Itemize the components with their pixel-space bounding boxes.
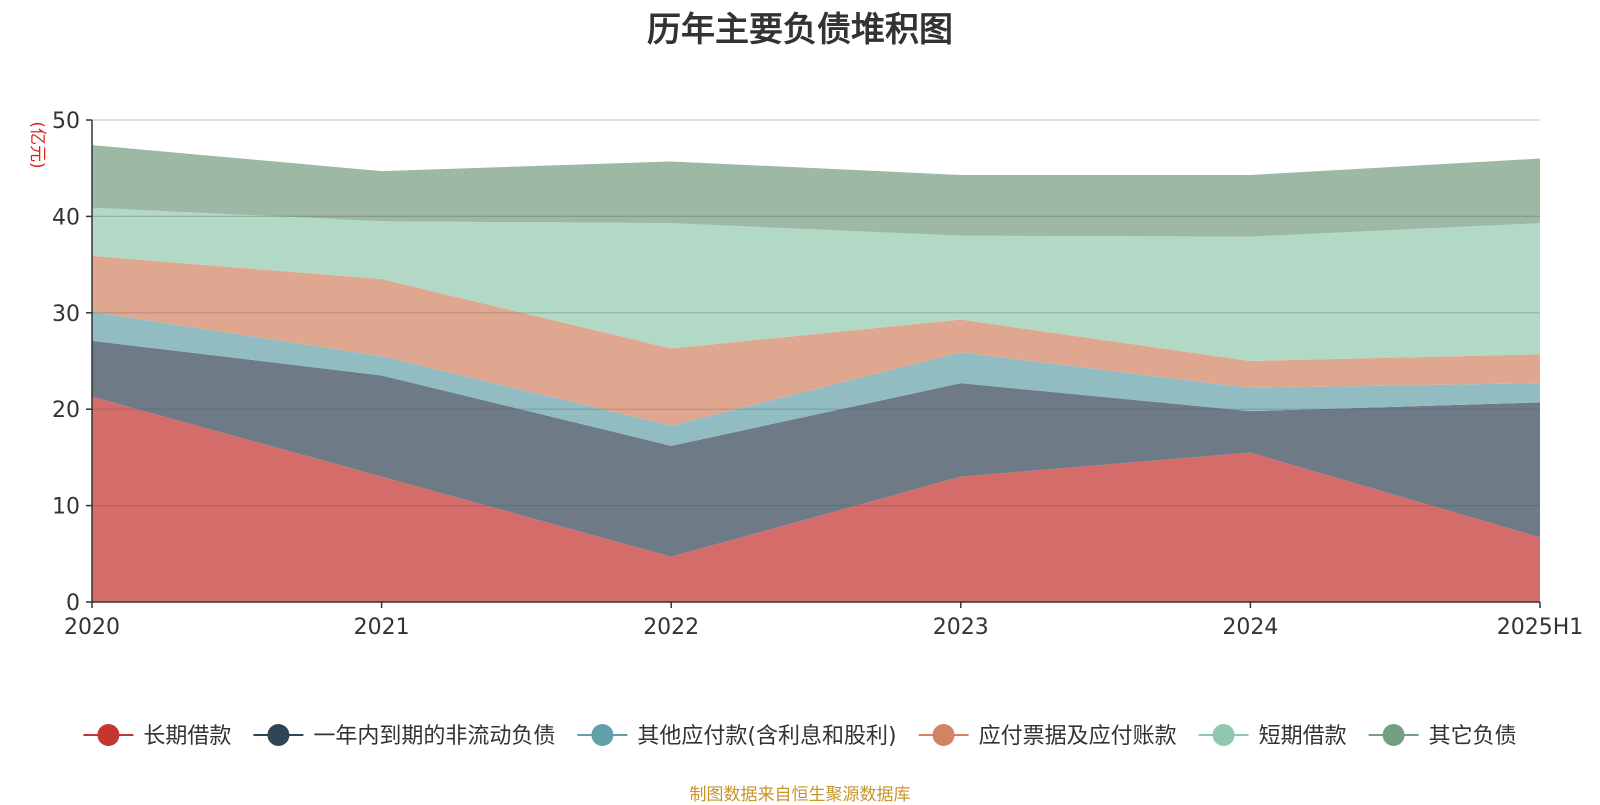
legend-item-0[interactable]: 长期借款 — [83, 724, 231, 749]
legend-marker — [591, 724, 614, 746]
x-tick-label: 2020 — [64, 615, 120, 640]
y-tick-label: 50 — [52, 109, 80, 134]
legend-item-3[interactable]: 应付票据及应付账款 — [918, 724, 1177, 749]
legend-marker — [97, 724, 120, 746]
x-tick-label: 2024 — [1222, 615, 1278, 640]
area-series-3 — [92, 255, 1540, 426]
y-tick-label: 40 — [52, 205, 80, 230]
source-note: 制图数据来自恒生聚源数据库 — [689, 785, 911, 805]
legend-item-4[interactable]: 短期借款 — [1198, 724, 1347, 749]
x-tick-label: 2025H1 — [1497, 615, 1584, 640]
area-series-4 — [92, 207, 1540, 361]
legend-marker — [932, 724, 955, 746]
y-tick-label: 10 — [52, 495, 80, 520]
legend-label: 其它负债 — [1429, 724, 1517, 749]
legend-item-5[interactable]: 其它负债 — [1368, 724, 1517, 749]
legend-label: 一年内到期的非流动负债 — [313, 724, 555, 749]
legend-label: 应付票据及应付账款 — [979, 724, 1177, 749]
y-tick-label: 0 — [66, 591, 80, 616]
legend-label: 长期借款 — [143, 724, 231, 749]
x-tick-label: 2022 — [643, 615, 699, 640]
y-tick-label: 20 — [52, 398, 80, 423]
y-unit-label: (亿元) — [27, 121, 47, 168]
x-tick-label: 2023 — [933, 615, 989, 640]
x-tick-label: 2021 — [354, 615, 410, 640]
y-tick-label: 30 — [52, 302, 80, 327]
legend-label: 短期借款 — [1259, 724, 1347, 749]
axes: 0 10 20 30 40 50 2020 2021 2022 2023 2024 2025H1 (亿元… — [27, 109, 1583, 640]
legend-marker — [1212, 724, 1235, 746]
chart-title: 历年主要负债堆积图 — [647, 10, 953, 50]
legend-item-1[interactable]: 一年内到期的非流动负债 — [253, 724, 555, 749]
legend-label: 其他应付款(含利息和股利) — [637, 724, 896, 749]
legend: 长期借款 一年内到期的非流动负债 其他应付款(含利息和股利) 应付票据及应付账款 短期借… — [83, 724, 1517, 749]
legend-marker — [1382, 724, 1405, 746]
area-series-1 — [92, 340, 1540, 557]
area-series-0 — [92, 396, 1540, 602]
area-series-5 — [92, 145, 1540, 237]
legend-marker — [267, 724, 290, 746]
legend-item-2[interactable]: 其他应付款(含利息和股利) — [577, 724, 897, 749]
area-layers — [92, 119, 1540, 602]
